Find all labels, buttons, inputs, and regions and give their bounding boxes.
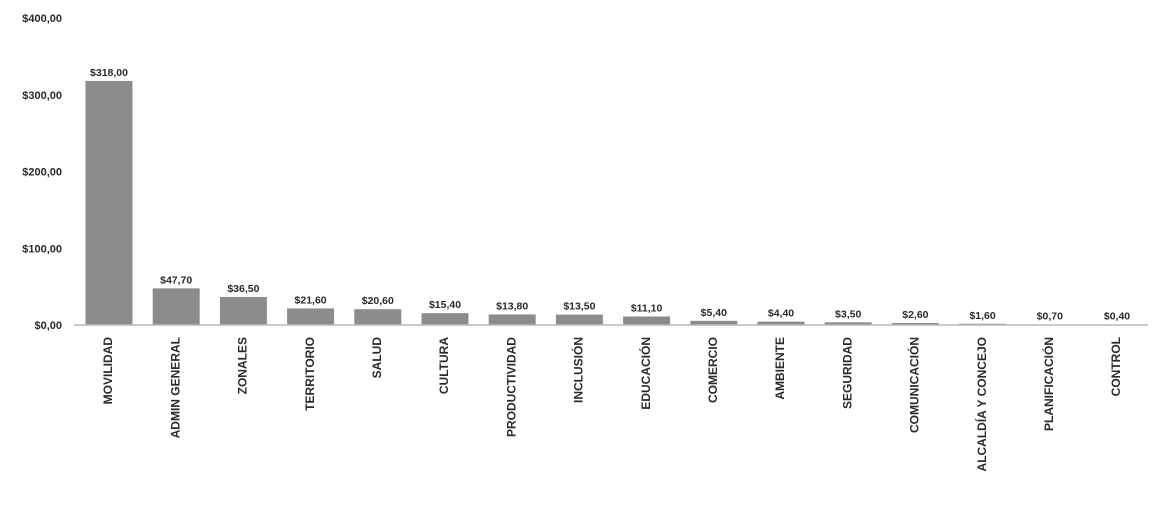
x-tick-label: SALUD [370,337,384,379]
data-label: $36,50 [227,283,259,295]
x-tick-label: INCLUSIÓN [571,337,586,403]
bar [757,321,805,325]
bar [488,314,536,325]
bar [623,316,671,325]
bar [824,322,872,325]
x-tick-label: ZONALES [236,337,250,394]
bar [152,288,200,325]
y-tick-label: $300,00 [22,90,62,102]
x-tick-label: EDUCACIÓN [638,337,653,410]
bar [85,80,133,325]
bar [421,313,469,325]
data-label: $3,50 [835,308,861,320]
x-tick-label: TERRITORIO [303,337,317,411]
data-label: $318,00 [90,67,128,79]
bar [555,314,603,325]
x-tick-label: PRODUCTIVIDAD [504,337,518,437]
x-tick-label: ALCALDÍA Y CONCEJO [974,337,989,471]
x-tick-label: COMERCIO [706,337,720,403]
bar [690,320,738,325]
data-label: $20,60 [362,295,394,307]
x-tick-label: AMBIENTE [773,337,787,400]
data-label: $2,60 [902,309,928,321]
y-tick-label: $400,00 [22,13,62,25]
y-tick-label: $0,00 [34,320,62,332]
data-label: $5,40 [701,307,727,319]
data-label: $15,40 [429,299,461,311]
x-tick-label: COMUNICACIÓN [907,337,922,433]
bar [287,308,335,325]
x-tick-label: SEGURIDAD [840,337,854,409]
y-tick-label: $200,00 [22,167,62,179]
data-label: $4,40 [768,308,794,320]
x-tick-label: ADMIN GENERAL [168,337,182,438]
x-tick-label: CULTURA [437,337,451,394]
data-label: $1,60 [969,310,995,322]
data-label: $0,40 [1104,311,1130,323]
data-label: $0,70 [1037,310,1063,322]
data-label: $21,60 [295,294,327,306]
data-label: $13,50 [563,301,595,313]
bar [354,309,402,325]
x-tick-label: MOVILIDAD [101,337,115,405]
data-label: $13,80 [496,300,528,312]
x-tick-label: CONTROL [1109,337,1123,396]
bar [219,296,267,325]
data-label: $11,10 [631,302,663,314]
data-label: $47,70 [160,274,192,286]
bar [891,323,939,325]
y-tick-label: $100,00 [22,243,62,255]
x-tick-label: PLANIFICACIÓN [1041,337,1056,431]
